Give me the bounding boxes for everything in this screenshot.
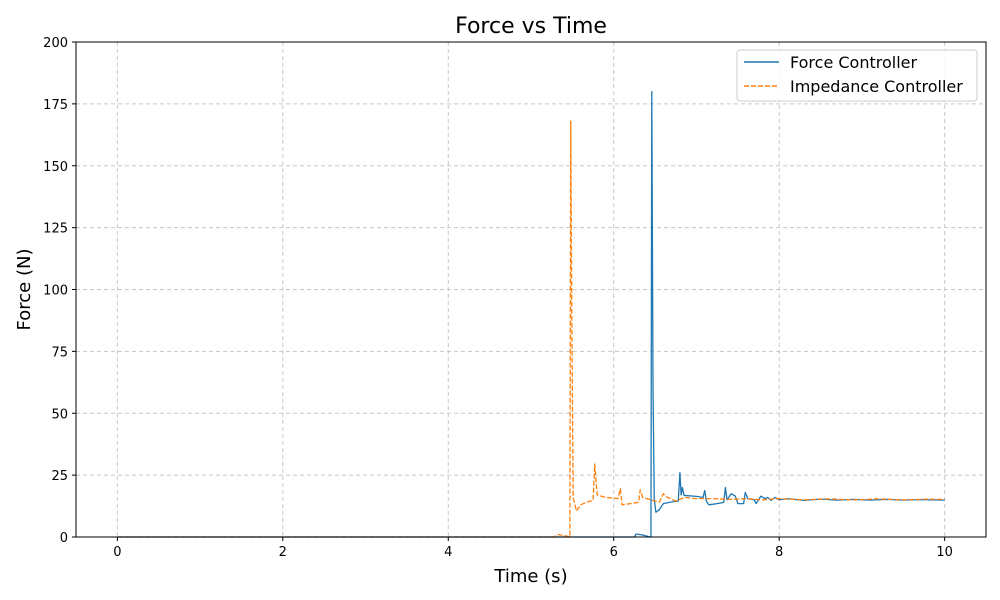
y-tick-label: 175	[43, 98, 68, 113]
x-tick-label: 8	[775, 545, 783, 560]
y-tick-label: 125	[43, 222, 68, 237]
x-axis-title: Time (s)	[493, 566, 567, 587]
chart-title: Force vs Time	[455, 14, 607, 39]
x-tick-label: 0	[113, 545, 121, 560]
legend-label-force-controller: Force Controller	[790, 53, 918, 72]
y-tick-label: 25	[51, 469, 68, 484]
x-tick-label: 4	[444, 545, 452, 560]
x-tick-label: 6	[610, 545, 618, 560]
y-tick-label: 0	[60, 531, 68, 546]
legend-box	[736, 49, 978, 102]
y-axis-title: Force (N)	[14, 249, 35, 331]
legend: Force Controller Impedance Controller	[736, 49, 978, 102]
legend-label-impedance-controller: Impedance Controller	[790, 77, 963, 96]
x-tick-label: 2	[279, 545, 287, 560]
x-tick-label: 10	[936, 545, 953, 560]
series-lines	[117, 90, 945, 538]
series-line-impedance-controller	[117, 120, 945, 538]
y-tick-label: 200	[43, 36, 68, 51]
y-tick-label: 50	[51, 407, 68, 422]
y-tick-label: 100	[43, 284, 68, 299]
y-tick-label: 75	[51, 345, 68, 360]
y-tick-label: 150	[43, 160, 68, 175]
